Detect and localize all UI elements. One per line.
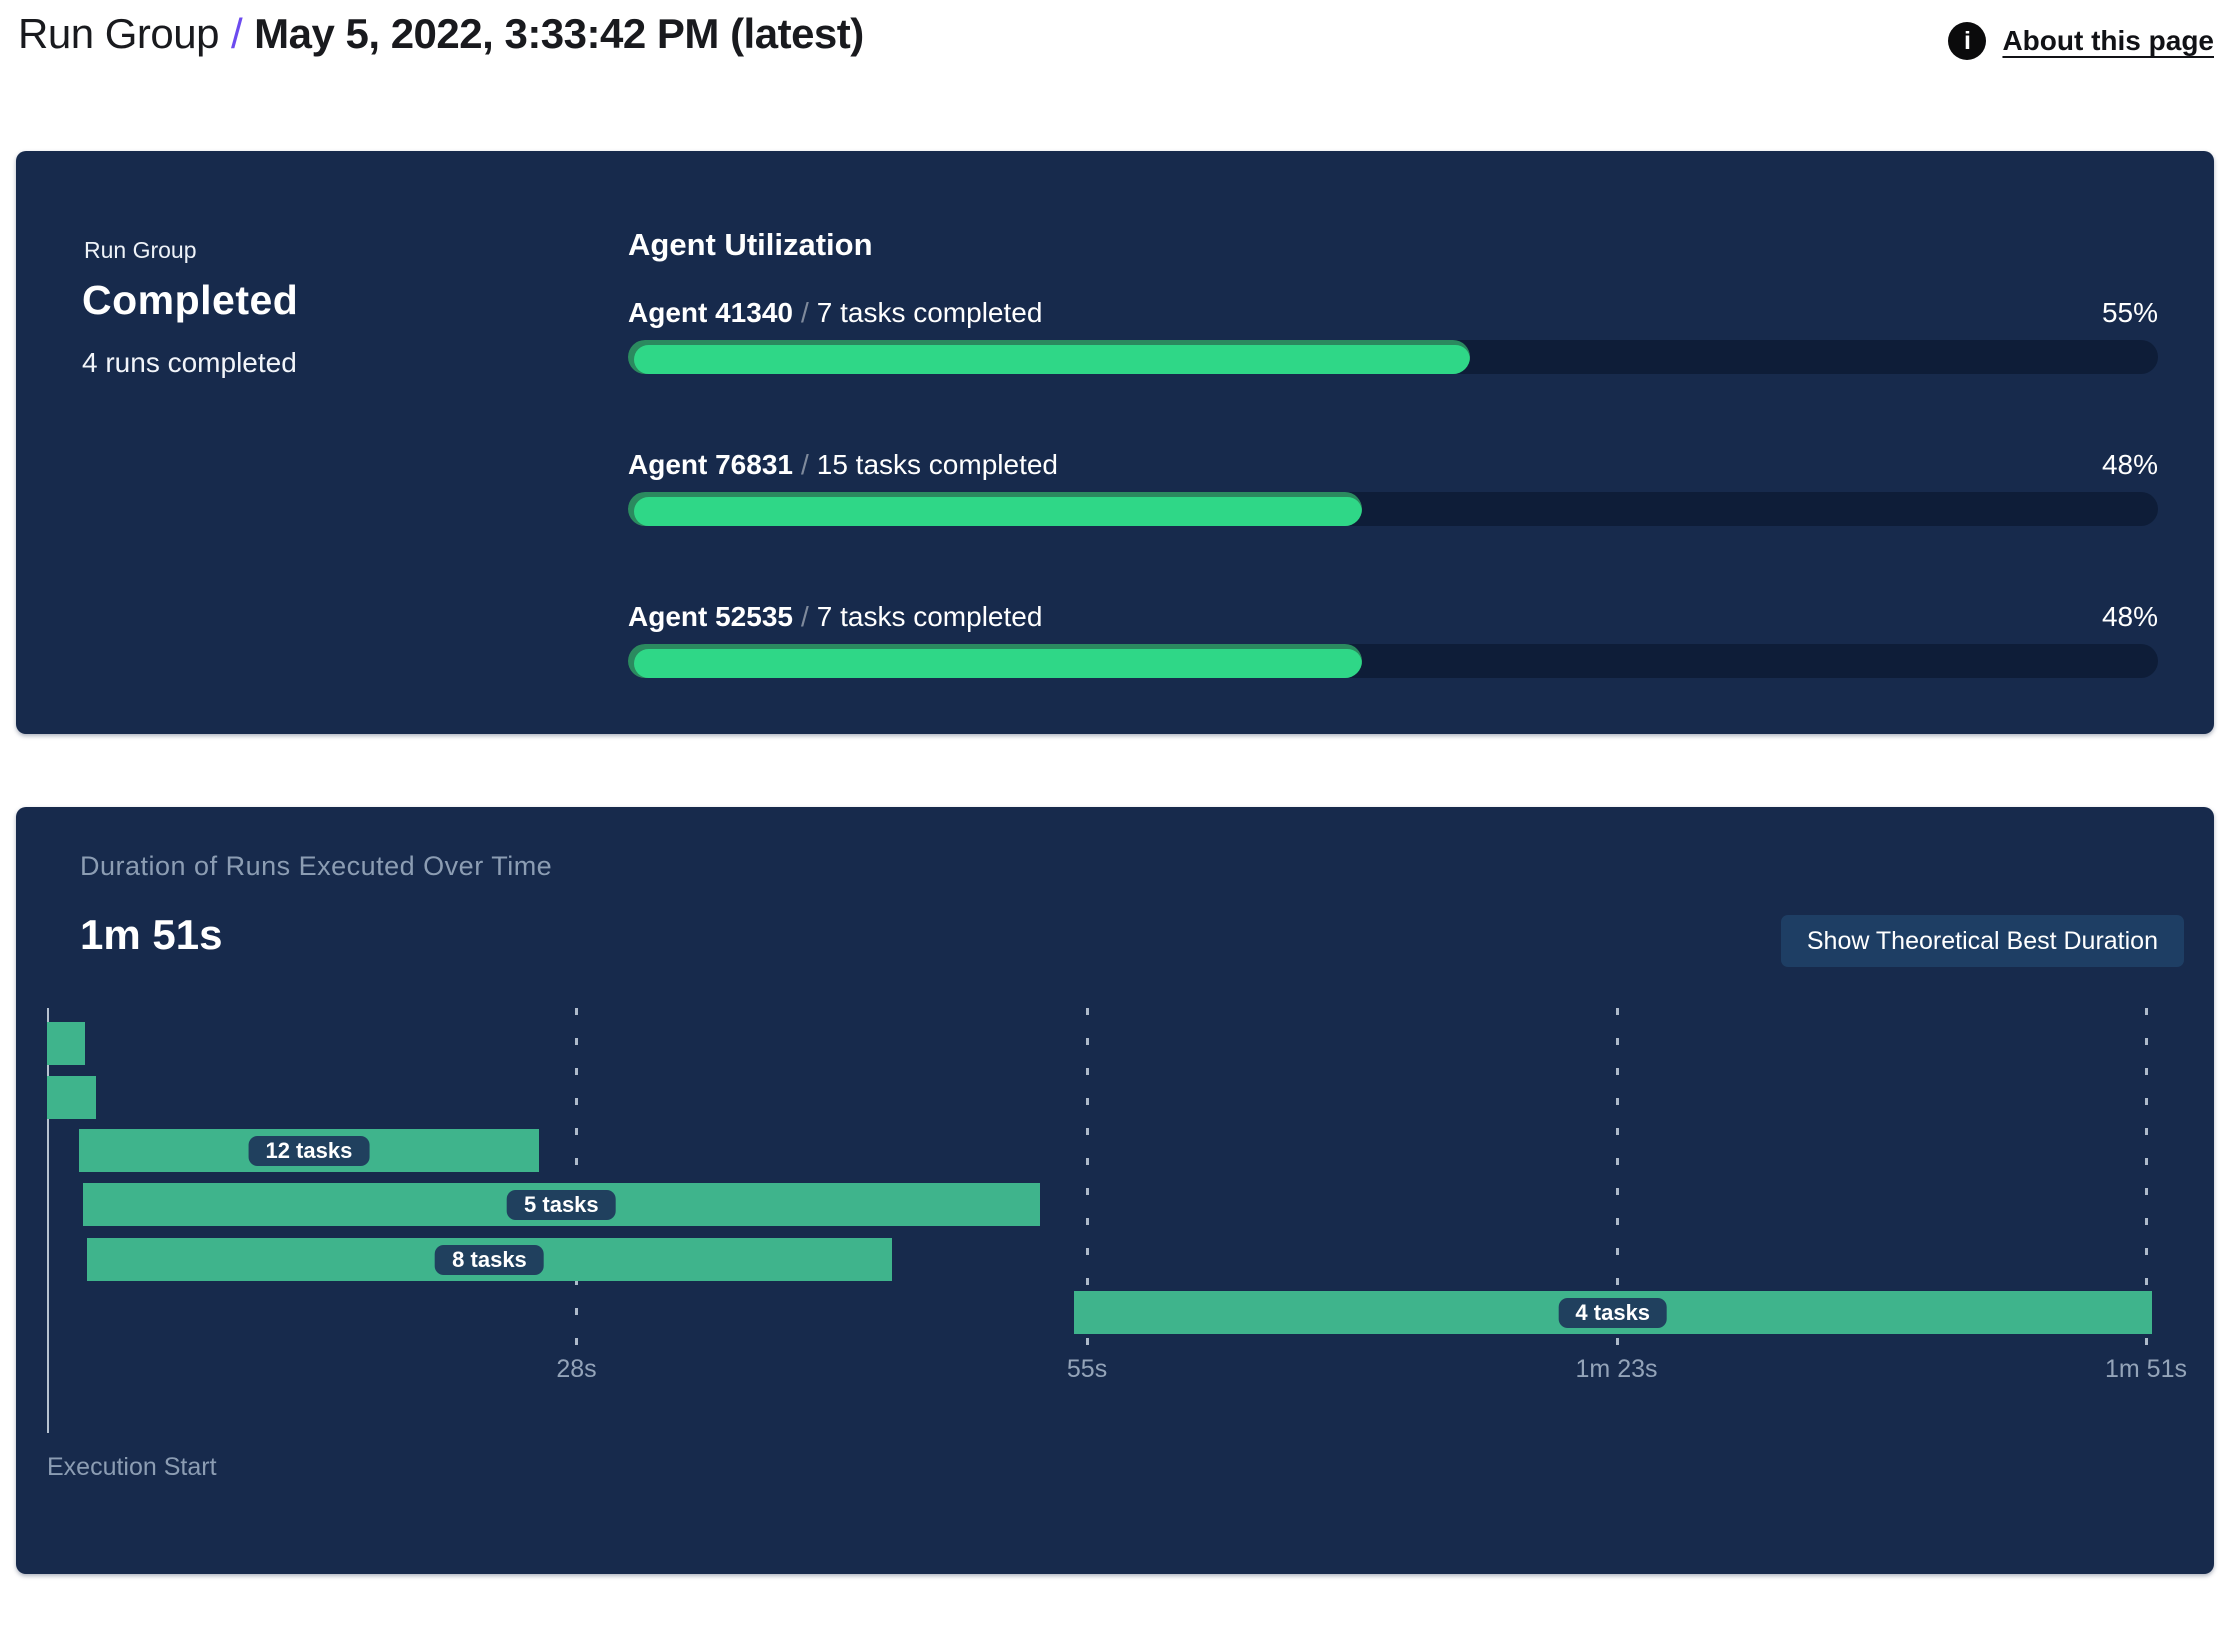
agent-name: Agent 76831 xyxy=(628,449,793,480)
agent-tasks: 15 tasks completed xyxy=(816,449,1058,480)
tick-label: 1m 23s xyxy=(1575,1355,1658,1383)
agent-tasks: 7 tasks completed xyxy=(816,601,1043,632)
agent-percent: 55% xyxy=(2101,297,2158,328)
utilization-bar-fill-inner xyxy=(634,345,1470,374)
utilization-bar-fill xyxy=(628,340,1470,374)
utilization-bar-track xyxy=(628,340,2158,374)
task-count-pill: 4 tasks xyxy=(1558,1297,1668,1328)
runs-completed: 4 runs completed xyxy=(82,347,297,378)
execution-start-label: Execution Start xyxy=(47,1453,217,1481)
page-title: Run Group / May 5, 2022, 3:33:42 PM (lates… xyxy=(18,10,864,58)
show-theoretical-best-duration-button[interactable]: Show Theoretical Best Duration xyxy=(1780,915,2184,967)
task-count-pill: 8 tasks xyxy=(435,1244,544,1275)
utilization-bar-fill-inner xyxy=(634,497,1363,526)
run-summary-panel: Run Group Completed 4 runs completed Age… xyxy=(16,151,2214,734)
run-group-overline: Run Group xyxy=(84,237,197,263)
agent-label: Agent 41340/7 tasks completed 55% xyxy=(628,297,2158,329)
agent-percent: 48% xyxy=(2101,449,2158,480)
duration-panel: Duration of Runs Executed Over Time 1m 5… xyxy=(16,807,2214,1574)
chart-title: Duration of Runs Executed Over Time xyxy=(80,851,553,881)
task-count-pill: 5 tasks xyxy=(507,1189,616,1220)
run-bar[interactable]: 8 tasks xyxy=(86,1238,893,1281)
agent-percent: 48% xyxy=(2101,601,2158,632)
utilization-bar-fill xyxy=(628,492,1363,526)
gridline-55s xyxy=(1086,1008,1090,1355)
run-title: May 5, 2022, 3:33:42 PM (latest) xyxy=(254,10,864,57)
agent-separator: / xyxy=(800,449,809,480)
breadcrumb-separator: / xyxy=(230,10,243,57)
run-status: Completed xyxy=(82,277,299,323)
agent-utilization-heading: Agent Utilization xyxy=(628,227,873,262)
run-bar[interactable]: 4 tasks xyxy=(1073,1291,2152,1334)
run-bar[interactable] xyxy=(47,1022,85,1065)
gridline-28s xyxy=(575,1008,579,1355)
total-duration-value: 1m 51s xyxy=(80,911,223,958)
agent-name: Agent 41340 xyxy=(628,297,793,328)
agent-row: Agent 76831/15 tasks completed 48% xyxy=(628,449,2158,526)
gridline-1m51s xyxy=(2145,1008,2148,1355)
agent-label: Agent 76831/15 tasks completed 48% xyxy=(628,449,2158,481)
tick-label: 28s xyxy=(556,1355,597,1383)
about-this-page-link[interactable]: i About this page xyxy=(1948,22,2214,60)
tick-label: 1m 51s xyxy=(2105,1355,2187,1383)
breadcrumb-root[interactable]: Run Group xyxy=(18,10,219,57)
gridline-1m23s xyxy=(1615,1008,1619,1355)
agent-separator: / xyxy=(800,297,809,328)
execution-start-line xyxy=(47,1008,49,1433)
run-bar[interactable]: 5 tasks xyxy=(82,1183,1040,1226)
tick-label: 55s xyxy=(1066,1355,1108,1383)
utilization-bar-track xyxy=(628,492,2158,526)
task-count-pill: 12 tasks xyxy=(248,1135,370,1166)
agent-row: Agent 52535/7 tasks completed 48% xyxy=(628,601,2158,678)
info-icon[interactable]: i xyxy=(1948,22,1987,60)
utilization-bar-fill-inner xyxy=(634,649,1363,678)
run-bar[interactable]: 12 tasks xyxy=(79,1129,539,1172)
utilization-bar-fill xyxy=(628,644,1363,678)
agent-tasks: 7 tasks completed xyxy=(816,297,1043,328)
about-link-label[interactable]: About this page xyxy=(2002,25,2214,56)
agent-name: Agent 52535 xyxy=(628,601,793,632)
run-bar[interactable] xyxy=(47,1076,97,1119)
utilization-bar-track xyxy=(628,644,2158,678)
agent-separator: / xyxy=(800,601,809,632)
agent-row: Agent 41340/7 tasks completed 55% xyxy=(628,297,2158,374)
agent-label: Agent 52535/7 tasks completed 48% xyxy=(628,601,2158,633)
